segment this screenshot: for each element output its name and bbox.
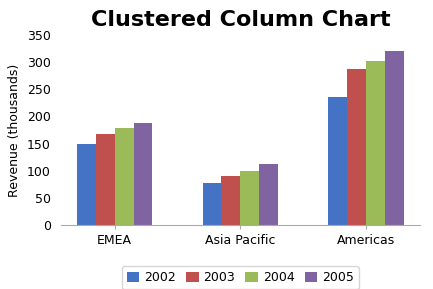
Bar bbox=[133, 123, 152, 225]
Legend: 2002, 2003, 2004, 2005: 2002, 2003, 2004, 2005 bbox=[122, 266, 359, 289]
Title: Clustered Column Chart: Clustered Column Chart bbox=[90, 10, 390, 30]
Y-axis label: Revenue (thousands): Revenue (thousands) bbox=[9, 63, 22, 197]
Bar bbox=[96, 134, 115, 225]
Bar bbox=[366, 61, 385, 225]
Bar bbox=[347, 69, 366, 225]
Bar bbox=[115, 128, 133, 225]
Bar bbox=[385, 51, 404, 225]
Bar bbox=[240, 171, 259, 225]
Bar bbox=[221, 176, 240, 225]
Bar bbox=[77, 144, 96, 225]
Bar bbox=[203, 183, 221, 225]
Bar bbox=[259, 164, 278, 225]
Bar bbox=[328, 97, 347, 225]
